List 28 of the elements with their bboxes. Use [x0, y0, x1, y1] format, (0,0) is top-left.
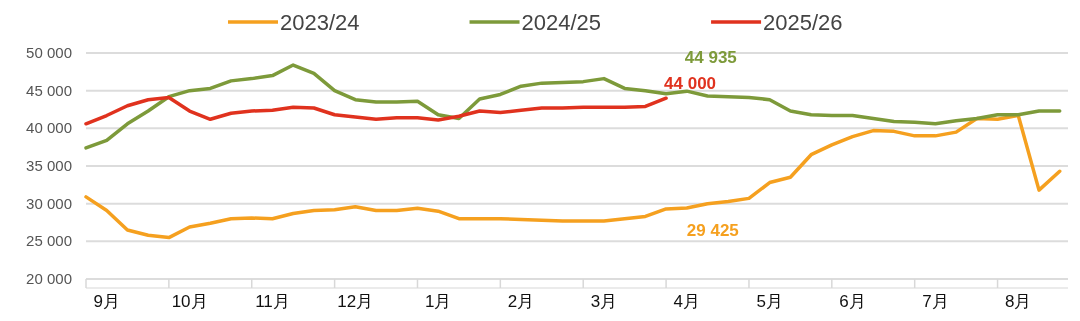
- x-tick-label: 4月: [673, 292, 701, 311]
- legend-label: 2025/26: [763, 10, 843, 35]
- x-tick-label: 11月: [255, 292, 290, 311]
- x-tick-label: 9月: [93, 292, 120, 311]
- y-tick-label: 40 000: [26, 119, 72, 137]
- x-tick-label: 2月: [507, 292, 535, 311]
- legend-label: 2024/25: [521, 10, 602, 35]
- x-tick-label: 10月: [171, 292, 208, 311]
- y-tick-label: 50 000: [26, 44, 72, 61]
- x-tick-label: 12月: [337, 292, 374, 311]
- line-series: [84, 95, 668, 126]
- x-tick-label: 7月: [922, 292, 949, 311]
- y-tick-label: 45 000: [26, 81, 72, 99]
- x-tick-label: 1月: [424, 292, 452, 311]
- legend-label: 2023/24: [280, 10, 360, 35]
- annotation: 44 000: [664, 74, 717, 94]
- line-series: [84, 63, 1062, 150]
- x-tick-label: 6月: [839, 292, 866, 311]
- x-tick-label: 8月: [1005, 292, 1032, 311]
- y-tick-label: 20 000: [26, 270, 72, 287]
- annotation: 29 425: [686, 221, 739, 240]
- y-tick-label: 25 000: [26, 232, 72, 250]
- x-tick-label: 3月: [590, 292, 618, 311]
- annotation: 44 935: [684, 48, 737, 68]
- line-series: [84, 113, 1062, 240]
- x-tick-label: 5月: [756, 292, 783, 311]
- y-tick-label: 30 000: [26, 194, 72, 212]
- y-tick-label: 35 000: [26, 157, 72, 174]
